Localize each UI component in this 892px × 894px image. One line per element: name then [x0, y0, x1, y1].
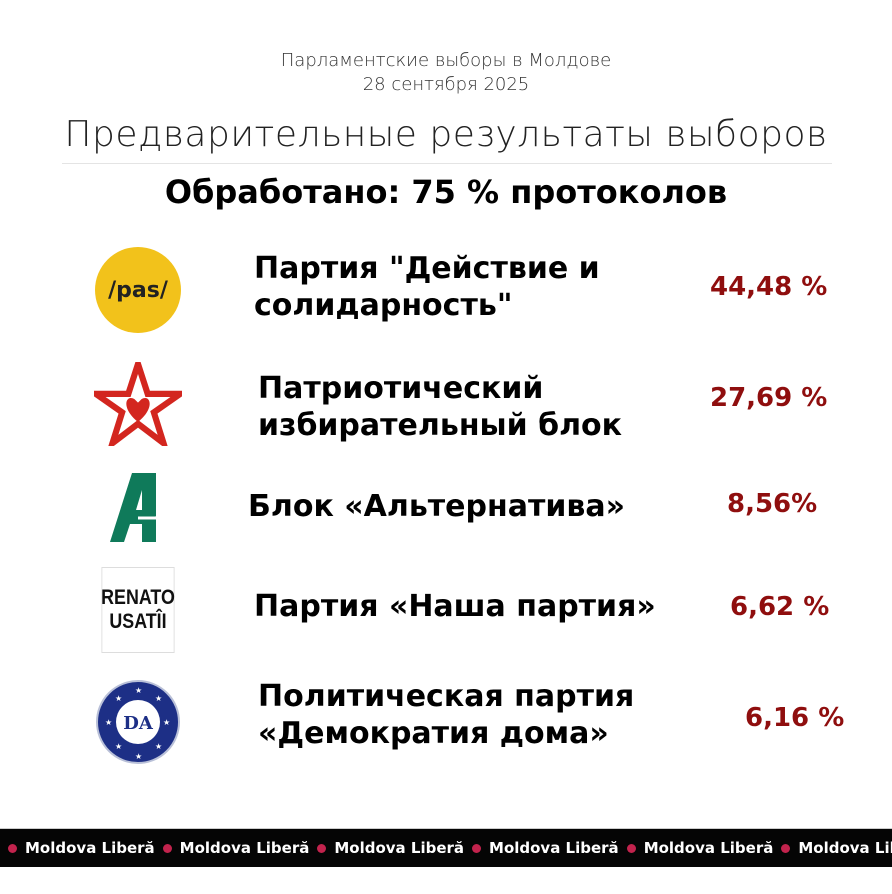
- brand-name: Moldova Liberă: [179, 839, 310, 857]
- brand-name: Moldova Liberă: [643, 839, 774, 857]
- party-name: Партия "Действие и солидарность": [254, 251, 600, 323]
- svg-text:★: ★: [155, 694, 162, 703]
- svg-text:DA: DA: [123, 713, 154, 734]
- page-title: Предварительные результаты выборов: [64, 114, 828, 155]
- brand-name: Moldova Liberă: [334, 839, 465, 857]
- brand-name: Moldova Liberă: [798, 839, 892, 857]
- processed-status: Обработано: 75 % протоколов: [164, 173, 728, 211]
- dot-icon: [162, 843, 172, 853]
- renato-usatii-logo: RENATO USATÎI: [92, 566, 184, 654]
- brand-name: Moldova Liberă: [25, 839, 155, 857]
- divider: [62, 163, 832, 164]
- party-percent: 6,62 %: [730, 592, 830, 622]
- party-name: Патриотический избирательный блок: [258, 371, 623, 443]
- brand-name: Moldova Liberă: [489, 839, 619, 857]
- pas-logo: /pas/: [92, 246, 184, 334]
- dot-icon: [626, 843, 636, 853]
- party-percent: 44,48 %: [710, 272, 828, 302]
- election-subtitle: Парламентские выборы в Молдове: [280, 50, 612, 71]
- dot-icon: [472, 843, 482, 853]
- brand-ticker-item: Moldova Liberă: [619, 839, 774, 857]
- dot-icon: [8, 843, 17, 853]
- brand-ticker-item: Moldova Liberă: [464, 839, 619, 857]
- party-name: Политическая партия «Демократия дома»: [258, 679, 635, 751]
- svg-text:★: ★: [135, 752, 142, 761]
- da-logo: ★ ★ ★ ★ ★ ★ ★ ★ DA: [92, 678, 184, 766]
- svg-text:★: ★: [163, 718, 170, 727]
- alternativa-logo: [92, 464, 184, 552]
- brand-ticker-item: Moldova Liberă: [773, 839, 892, 857]
- party-percent: 27,69 %: [710, 383, 828, 413]
- dot-icon: [781, 843, 791, 853]
- party-name: Партия «Наша партия»: [254, 589, 656, 624]
- svg-text:★: ★: [115, 742, 122, 751]
- party-percent: 6,16 %: [745, 703, 845, 733]
- brand-ticker-item: Moldova Liberă: [0, 839, 155, 857]
- brand-ticker-band: Moldova Liberă Moldova Liberă Moldova Libe…: [0, 828, 892, 867]
- brand-ticker-item: Moldova Liberă: [155, 839, 310, 857]
- brand-ticker-item: Moldova Liberă: [309, 839, 464, 857]
- svg-text:★: ★: [135, 686, 142, 695]
- svg-text:★: ★: [105, 718, 112, 727]
- svg-text:★: ★: [115, 694, 122, 703]
- party-percent: 8,56%: [727, 489, 818, 519]
- election-date: 28 сентября 2025: [362, 74, 530, 95]
- svg-text:★: ★: [155, 742, 162, 751]
- party-name: Блок «Альтернатива»: [248, 489, 625, 524]
- red-star-logo: [92, 360, 184, 448]
- dot-icon: [317, 843, 327, 853]
